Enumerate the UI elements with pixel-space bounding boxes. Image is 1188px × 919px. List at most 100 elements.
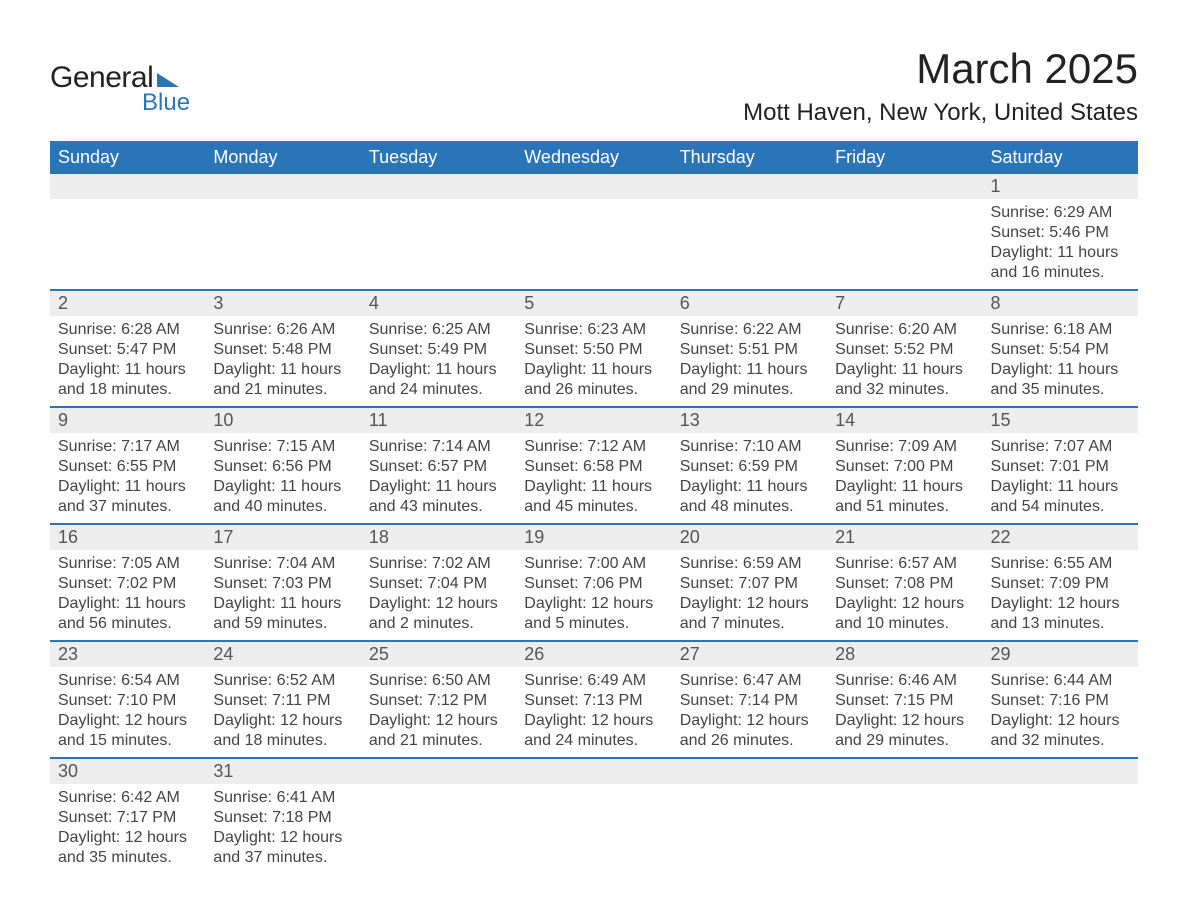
sunset-text: Sunset: 5:54 PM bbox=[991, 340, 1130, 360]
sunset-text: Sunset: 6:57 PM bbox=[369, 457, 508, 477]
sunrise-text: Sunrise: 6:59 AM bbox=[680, 554, 819, 574]
daylight-text: Daylight: 11 hours and 37 minutes. bbox=[58, 477, 197, 517]
sunrise-text: Sunrise: 6:20 AM bbox=[835, 320, 974, 340]
daylight-text: Daylight: 12 hours and 10 minutes. bbox=[835, 594, 974, 634]
day-detail-cell bbox=[827, 199, 982, 290]
day-detail-cell: Sunrise: 6:47 AMSunset: 7:14 PMDaylight:… bbox=[672, 667, 827, 758]
day-detail-cell bbox=[672, 784, 827, 874]
daylight-text: Daylight: 11 hours and 18 minutes. bbox=[58, 360, 197, 400]
sunset-text: Sunset: 7:07 PM bbox=[680, 574, 819, 594]
sunrise-text: Sunrise: 6:50 AM bbox=[369, 671, 508, 691]
sunrise-text: Sunrise: 6:41 AM bbox=[213, 788, 352, 808]
sunset-text: Sunset: 6:55 PM bbox=[58, 457, 197, 477]
day-detail-cell: Sunrise: 6:26 AMSunset: 5:48 PMDaylight:… bbox=[205, 316, 360, 407]
sunrise-text: Sunrise: 7:10 AM bbox=[680, 437, 819, 457]
day-number-cell: 11 bbox=[361, 407, 516, 433]
day-number-row: 3031 bbox=[50, 758, 1138, 784]
day-number-cell bbox=[827, 758, 982, 784]
brand-triangle-icon bbox=[157, 73, 179, 87]
sunset-text: Sunset: 7:09 PM bbox=[991, 574, 1130, 594]
daylight-text: Daylight: 11 hours and 56 minutes. bbox=[58, 594, 197, 634]
day-number-cell: 2 bbox=[50, 290, 205, 316]
sunset-text: Sunset: 5:46 PM bbox=[991, 223, 1130, 243]
day-number-row: 16171819202122 bbox=[50, 524, 1138, 550]
daylight-text: Daylight: 11 hours and 24 minutes. bbox=[369, 360, 508, 400]
daylight-text: Daylight: 12 hours and 15 minutes. bbox=[58, 711, 197, 751]
day-number-cell bbox=[50, 174, 205, 199]
daylight-text: Daylight: 11 hours and 29 minutes. bbox=[680, 360, 819, 400]
daylight-text: Daylight: 12 hours and 2 minutes. bbox=[369, 594, 508, 634]
day-detail-cell: Sunrise: 6:59 AMSunset: 7:07 PMDaylight:… bbox=[672, 550, 827, 641]
day-detail-cell: Sunrise: 6:46 AMSunset: 7:15 PMDaylight:… bbox=[827, 667, 982, 758]
sunset-text: Sunset: 6:56 PM bbox=[213, 457, 352, 477]
sunset-text: Sunset: 7:18 PM bbox=[213, 808, 352, 828]
day-number-row: 1 bbox=[50, 174, 1138, 199]
daylight-text: Daylight: 11 hours and 59 minutes. bbox=[213, 594, 352, 634]
day-number-cell bbox=[361, 174, 516, 199]
day-number-cell bbox=[516, 758, 671, 784]
sunset-text: Sunset: 5:51 PM bbox=[680, 340, 819, 360]
day-number-cell: 28 bbox=[827, 641, 982, 667]
day-number-cell: 13 bbox=[672, 407, 827, 433]
day-number-cell: 12 bbox=[516, 407, 671, 433]
day-detail-cell bbox=[361, 199, 516, 290]
weekday-header: Monday bbox=[205, 141, 360, 174]
sunrise-text: Sunrise: 7:00 AM bbox=[524, 554, 663, 574]
sunset-text: Sunset: 7:16 PM bbox=[991, 691, 1130, 711]
sunrise-text: Sunrise: 7:02 AM bbox=[369, 554, 508, 574]
sunset-text: Sunset: 7:11 PM bbox=[213, 691, 352, 711]
sunrise-text: Sunrise: 7:04 AM bbox=[213, 554, 352, 574]
day-detail-cell bbox=[827, 784, 982, 874]
daylight-text: Daylight: 11 hours and 21 minutes. bbox=[213, 360, 352, 400]
day-detail-cell bbox=[516, 784, 671, 874]
day-number-cell: 5 bbox=[516, 290, 671, 316]
day-detail-cell: Sunrise: 6:57 AMSunset: 7:08 PMDaylight:… bbox=[827, 550, 982, 641]
sunrise-text: Sunrise: 6:54 AM bbox=[58, 671, 197, 691]
day-detail-row: Sunrise: 6:42 AMSunset: 7:17 PMDaylight:… bbox=[50, 784, 1138, 874]
day-detail-cell: Sunrise: 6:23 AMSunset: 5:50 PMDaylight:… bbox=[516, 316, 671, 407]
sunset-text: Sunset: 7:14 PM bbox=[680, 691, 819, 711]
sunrise-text: Sunrise: 6:18 AM bbox=[991, 320, 1130, 340]
daylight-text: Daylight: 11 hours and 45 minutes. bbox=[524, 477, 663, 517]
daylight-text: Daylight: 12 hours and 7 minutes. bbox=[680, 594, 819, 634]
sunrise-text: Sunrise: 6:25 AM bbox=[369, 320, 508, 340]
sunrise-text: Sunrise: 7:14 AM bbox=[369, 437, 508, 457]
day-number-cell: 6 bbox=[672, 290, 827, 316]
day-detail-cell: Sunrise: 6:54 AMSunset: 7:10 PMDaylight:… bbox=[50, 667, 205, 758]
sunset-text: Sunset: 7:15 PM bbox=[835, 691, 974, 711]
daylight-text: Daylight: 11 hours and 48 minutes. bbox=[680, 477, 819, 517]
brand-name-2: Blue bbox=[142, 89, 190, 117]
sunset-text: Sunset: 5:47 PM bbox=[58, 340, 197, 360]
day-detail-cell: Sunrise: 6:55 AMSunset: 7:09 PMDaylight:… bbox=[983, 550, 1138, 641]
daylight-text: Daylight: 12 hours and 26 minutes. bbox=[680, 711, 819, 751]
daylight-text: Daylight: 12 hours and 29 minutes. bbox=[835, 711, 974, 751]
sunrise-text: Sunrise: 6:28 AM bbox=[58, 320, 197, 340]
day-detail-row: Sunrise: 6:29 AMSunset: 5:46 PMDaylight:… bbox=[50, 199, 1138, 290]
day-number-cell: 21 bbox=[827, 524, 982, 550]
day-detail-cell: Sunrise: 7:17 AMSunset: 6:55 PMDaylight:… bbox=[50, 433, 205, 524]
day-detail-cell: Sunrise: 7:14 AMSunset: 6:57 PMDaylight:… bbox=[361, 433, 516, 524]
daylight-text: Daylight: 11 hours and 43 minutes. bbox=[369, 477, 508, 517]
sunrise-text: Sunrise: 6:44 AM bbox=[991, 671, 1130, 691]
day-detail-cell: Sunrise: 6:29 AMSunset: 5:46 PMDaylight:… bbox=[983, 199, 1138, 290]
sunrise-text: Sunrise: 6:26 AM bbox=[213, 320, 352, 340]
daylight-text: Daylight: 11 hours and 26 minutes. bbox=[524, 360, 663, 400]
sunset-text: Sunset: 7:13 PM bbox=[524, 691, 663, 711]
day-detail-cell: Sunrise: 7:10 AMSunset: 6:59 PMDaylight:… bbox=[672, 433, 827, 524]
sunrise-text: Sunrise: 6:55 AM bbox=[991, 554, 1130, 574]
sunrise-text: Sunrise: 6:46 AM bbox=[835, 671, 974, 691]
sunset-text: Sunset: 5:52 PM bbox=[835, 340, 974, 360]
day-number-row: 2345678 bbox=[50, 290, 1138, 316]
daylight-text: Daylight: 11 hours and 54 minutes. bbox=[991, 477, 1130, 517]
day-detail-cell bbox=[516, 199, 671, 290]
day-detail-cell: Sunrise: 7:02 AMSunset: 7:04 PMDaylight:… bbox=[361, 550, 516, 641]
month-title: March 2025 bbox=[743, 45, 1138, 93]
day-number-cell: 14 bbox=[827, 407, 982, 433]
day-detail-cell bbox=[361, 784, 516, 874]
day-number-cell: 30 bbox=[50, 758, 205, 784]
sunset-text: Sunset: 7:02 PM bbox=[58, 574, 197, 594]
sunset-text: Sunset: 6:59 PM bbox=[680, 457, 819, 477]
day-number-cell: 1 bbox=[983, 174, 1138, 199]
daylight-text: Daylight: 12 hours and 21 minutes. bbox=[369, 711, 508, 751]
sunrise-text: Sunrise: 6:22 AM bbox=[680, 320, 819, 340]
